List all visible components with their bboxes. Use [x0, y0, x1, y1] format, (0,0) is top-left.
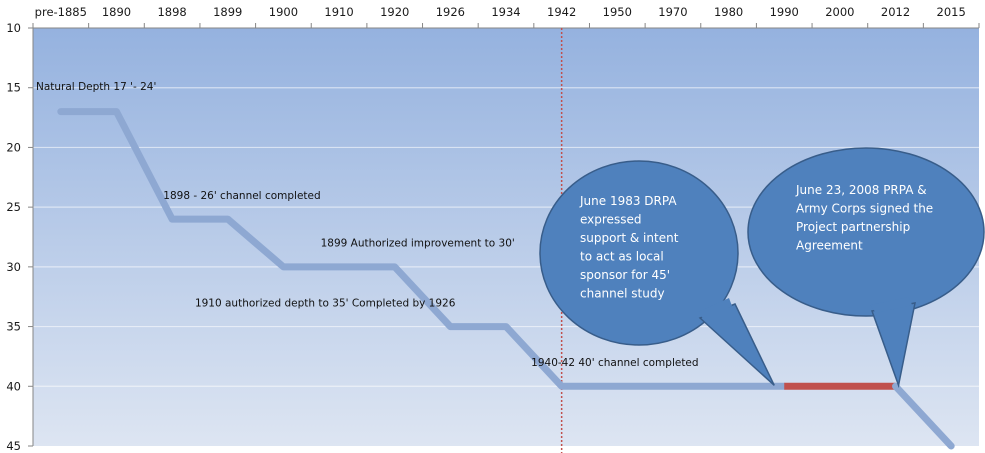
callout-seam	[870, 297, 912, 313]
series-lines	[57, 108, 955, 450]
annotation-label: 1899 Authorized improvement to 30'	[321, 238, 515, 250]
callout-seam	[698, 298, 732, 320]
axes	[28, 23, 980, 447]
callout-text-line: Agreement	[796, 239, 863, 253]
series-line	[57, 108, 788, 390]
annotation-label: 1898 - 26' channel completed	[163, 190, 320, 202]
callouts: June 1983 DRPA expressed support & intent t…	[539, 147, 985, 389]
x-tick-label: 2000	[825, 5, 854, 19]
x-tick-label: 1950	[603, 5, 632, 19]
annotations: Natural Depth 17 '- 24' 1898 - 26' channe…	[36, 81, 699, 369]
y-tick-label: 30	[6, 260, 21, 274]
y-tick-labels: 10 15 20 25 30 35 40 45	[6, 21, 21, 453]
x-tick-label: 1990	[770, 5, 799, 19]
x-tick-label: 1910	[324, 5, 353, 19]
callout-text-line: June 1983 DRPA	[579, 194, 677, 208]
callout-text-line: sponsor for 45'	[580, 268, 670, 282]
x-tick-label: 2015	[937, 5, 966, 19]
callout-text-line: June 23, 2008 PRPA &	[795, 183, 927, 197]
callout-text-line: Army Corps signed the	[796, 202, 933, 216]
y-tick-label: 20	[6, 140, 21, 154]
y-tick-label: 45	[6, 439, 21, 453]
callout-bubble: June 1983 DRPA expressed support & intent t…	[539, 160, 775, 386]
x-tick-label: 1920	[380, 5, 409, 19]
series-line	[892, 382, 955, 450]
callout-text-line: to act as local	[580, 250, 664, 264]
x-tick-label: 2012	[881, 5, 910, 19]
x-tick-label: 1942	[547, 5, 576, 19]
callout-text-line: channel study	[580, 287, 665, 301]
callout-text-line: expressed	[580, 213, 641, 227]
x-tick-label: 1980	[714, 5, 743, 19]
y-tick-label: 40	[6, 379, 21, 393]
x-tick-label: 1970	[658, 5, 687, 19]
callout-ellipse	[747, 147, 985, 317]
y-tick-label: 35	[6, 320, 21, 334]
callout-text-line: Project partnership	[796, 220, 910, 234]
x-tick-label: 1900	[269, 5, 298, 19]
annotation-label: Natural Depth 17 '- 24'	[36, 81, 156, 93]
x-tick-label: 1890	[102, 5, 131, 19]
y-tick-label: 25	[6, 200, 21, 214]
annotation-label: 1940-42 40' channel completed	[531, 357, 698, 369]
x-tick-labels: pre-1885 1890 1898 1899 1900 1910 1920 1926 1934…	[35, 5, 966, 19]
callout-ellipse	[539, 160, 739, 346]
x-tick-label: pre-1885	[35, 5, 87, 19]
x-tick-label: 1934	[491, 5, 520, 19]
callout-bubble: June 23, 2008 PRPA & Army Corps signed th…	[747, 147, 985, 389]
annotation-label: 1910 authorized depth to 35' Completed b…	[195, 297, 456, 309]
x-tick-label: 1926	[436, 5, 465, 19]
x-tick-label: 1898	[157, 5, 186, 19]
y-tick-label: 15	[6, 81, 21, 95]
x-tick-label: 1899	[213, 5, 242, 19]
callout-text-line: support & intent	[580, 231, 679, 245]
y-tick-label: 10	[6, 21, 21, 35]
